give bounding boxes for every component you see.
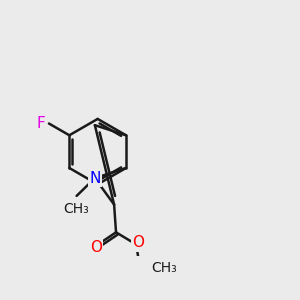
Text: O: O xyxy=(132,235,144,250)
Text: O: O xyxy=(90,240,102,255)
Text: CH₃: CH₃ xyxy=(151,261,177,275)
Text: F: F xyxy=(37,116,46,131)
Text: CH₃: CH₃ xyxy=(64,202,89,216)
Text: N: N xyxy=(89,171,100,186)
